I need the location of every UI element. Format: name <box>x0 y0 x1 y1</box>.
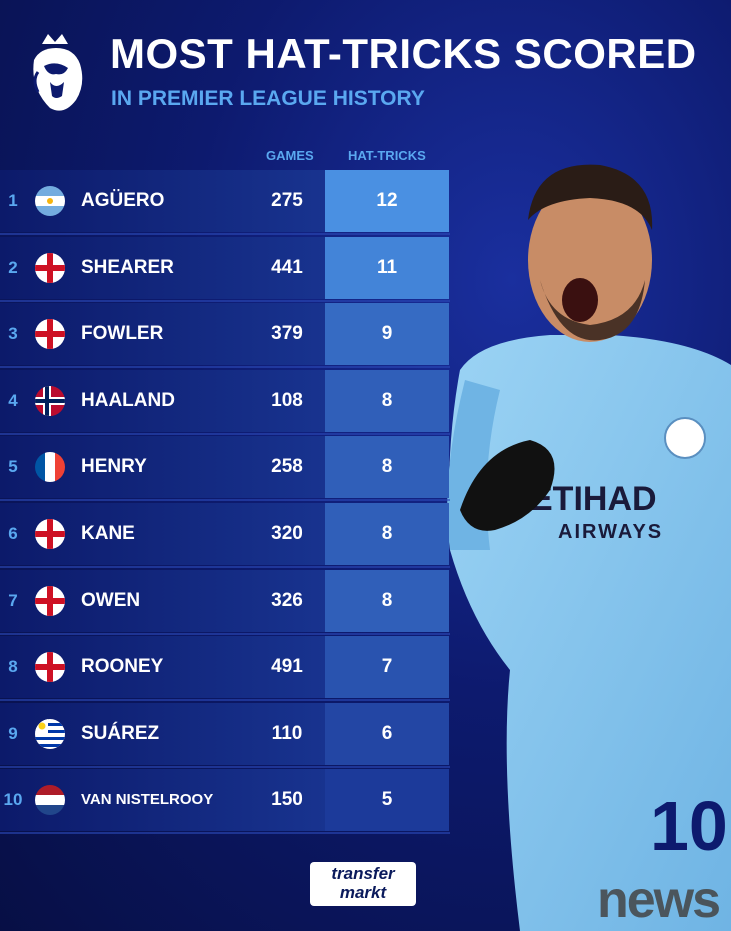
games-value: 491 <box>271 656 303 678</box>
row-divider <box>0 432 450 435</box>
table-row: 8 ROONEY 491 7 <box>0 636 450 702</box>
row-divider <box>0 699 450 702</box>
shirt-number: 10 <box>650 787 728 865</box>
player-name: SHEARER <box>81 256 174 278</box>
england-flag-icon <box>35 518 65 549</box>
table-row: 1 AGÜERO 275 12 <box>0 170 450 235</box>
hat-tricks-cell-bar <box>325 236 449 299</box>
player-name: SUÁREZ <box>81 722 160 744</box>
netherlands-flag-icon <box>35 785 65 816</box>
games-value: 108 <box>271 389 303 411</box>
transfermarkt-logo-line1: transfer <box>331 864 395 883</box>
row-divider <box>0 499 450 502</box>
player-celebrating-image: ETIHAD AIRWAYS 10 <box>447 164 731 931</box>
shirt-sponsor-line2: AIRWAYS <box>558 521 663 543</box>
norway-flag-icon <box>35 385 65 416</box>
hat-tricks-value: 8 <box>381 389 393 411</box>
rank-number: 3 <box>8 324 18 344</box>
hat-tricks-cell-bar <box>325 769 449 832</box>
hat-tricks-value: 8 <box>381 589 393 611</box>
player-name: FOWLER <box>81 323 164 345</box>
hat-tricks-cell-bar <box>325 636 449 699</box>
hat-tricks-value: 12 <box>376 190 398 211</box>
hat-tricks-cell-bar <box>325 502 449 565</box>
hat-tricks-value: 7 <box>381 656 393 678</box>
hat-tricks-value: 11 <box>376 256 398 278</box>
rank-number: 4 <box>8 390 18 410</box>
player-name: KANE <box>81 522 135 544</box>
england-flag-icon <box>35 252 65 283</box>
rank-number: 10 <box>3 790 23 810</box>
player-name: OWEN <box>81 589 141 611</box>
hat-tricks-value: 8 <box>381 522 393 544</box>
row-divider <box>0 832 450 835</box>
row-divider <box>0 233 450 235</box>
rank-number: 9 <box>8 723 18 743</box>
rank-number: 6 <box>8 523 18 543</box>
table-row: 3 FOWLER 379 9 <box>0 303 450 369</box>
table-row: 5 HENRY 258 8 <box>0 436 450 502</box>
rank-number: 5 <box>8 457 18 477</box>
column-header-games: GAMES <box>266 148 314 163</box>
hat-tricks-cell-bar <box>325 369 449 432</box>
france-flag-icon <box>35 452 65 483</box>
rank-number: 1 <box>8 191 18 210</box>
games-value: 379 <box>271 323 303 345</box>
row-divider <box>0 366 450 369</box>
player-name: VAN NISTELROOY <box>81 791 214 809</box>
hat-tricks-cell-bar <box>325 569 449 632</box>
column-header-hat-tricks: HAT-TRICKS <box>348 148 426 163</box>
hat-tricks-value: 8 <box>381 456 393 478</box>
ranking-table: 1 AGÜERO 275 12 2 SHEARER 441 11 3 FOWLER 379 9 4 HAA… <box>0 170 450 836</box>
page-title: MOST HAT-TRICKS SCORED <box>110 30 697 77</box>
player-name: ROONEY <box>81 656 164 678</box>
games-value: 320 <box>271 522 303 544</box>
table-row: 9 SUÁREZ 110 6 <box>0 702 450 768</box>
games-value: 326 <box>271 589 303 611</box>
rank-number: 2 <box>8 257 18 277</box>
rank-number: 7 <box>8 590 18 610</box>
page-subtitle: IN PREMIER LEAGUE HISTORY <box>111 87 425 110</box>
table-row: 7 OWEN 326 8 <box>0 569 450 635</box>
hat-tricks-cell-bar <box>325 303 449 366</box>
row-divider <box>0 765 450 768</box>
premier-league-lion-icon <box>33 34 83 111</box>
rank-number: 8 <box>8 657 18 677</box>
hat-tricks-value: 6 <box>381 722 393 744</box>
player-name: HENRY <box>81 456 147 478</box>
table-row: 6 KANE 320 8 <box>0 502 450 568</box>
table-row: 4 HAALAND 108 8 <box>0 369 450 435</box>
games-value: 441 <box>271 256 303 278</box>
player-name: AGÜERO <box>81 190 165 211</box>
games-value: 150 <box>271 789 303 811</box>
england-flag-icon <box>35 319 65 350</box>
hat-tricks-value: 9 <box>381 323 393 345</box>
games-value: 110 <box>271 722 303 744</box>
transfermarkt-logo: transfer markt <box>310 862 416 906</box>
games-value: 258 <box>271 456 303 478</box>
uruguay-flag-icon <box>35 718 65 749</box>
argentina-flag-icon <box>35 186 65 216</box>
hat-tricks-value: 5 <box>381 789 393 811</box>
hat-tricks-cell-bar <box>325 702 449 765</box>
table-row: 10 VAN NISTELROOY 150 5 <box>0 769 450 835</box>
table-row: 2 SHEARER 441 11 <box>0 236 450 302</box>
header: MOST HAT-TRICKS SCORED IN PREMIER LEAGUE… <box>0 0 731 140</box>
england-flag-icon <box>35 652 65 683</box>
hat-tricks-cell-bar <box>325 436 449 499</box>
hat-tricks-cell-bar <box>325 170 449 232</box>
news-watermark: news <box>597 871 721 929</box>
games-value: 275 <box>271 190 303 211</box>
row-divider <box>0 632 450 635</box>
row-divider <box>0 565 450 568</box>
row-divider <box>0 299 450 302</box>
england-flag-icon <box>35 585 65 616</box>
player-name: HAALAND <box>81 389 175 411</box>
transfermarkt-logo-line2: markt <box>339 883 387 902</box>
